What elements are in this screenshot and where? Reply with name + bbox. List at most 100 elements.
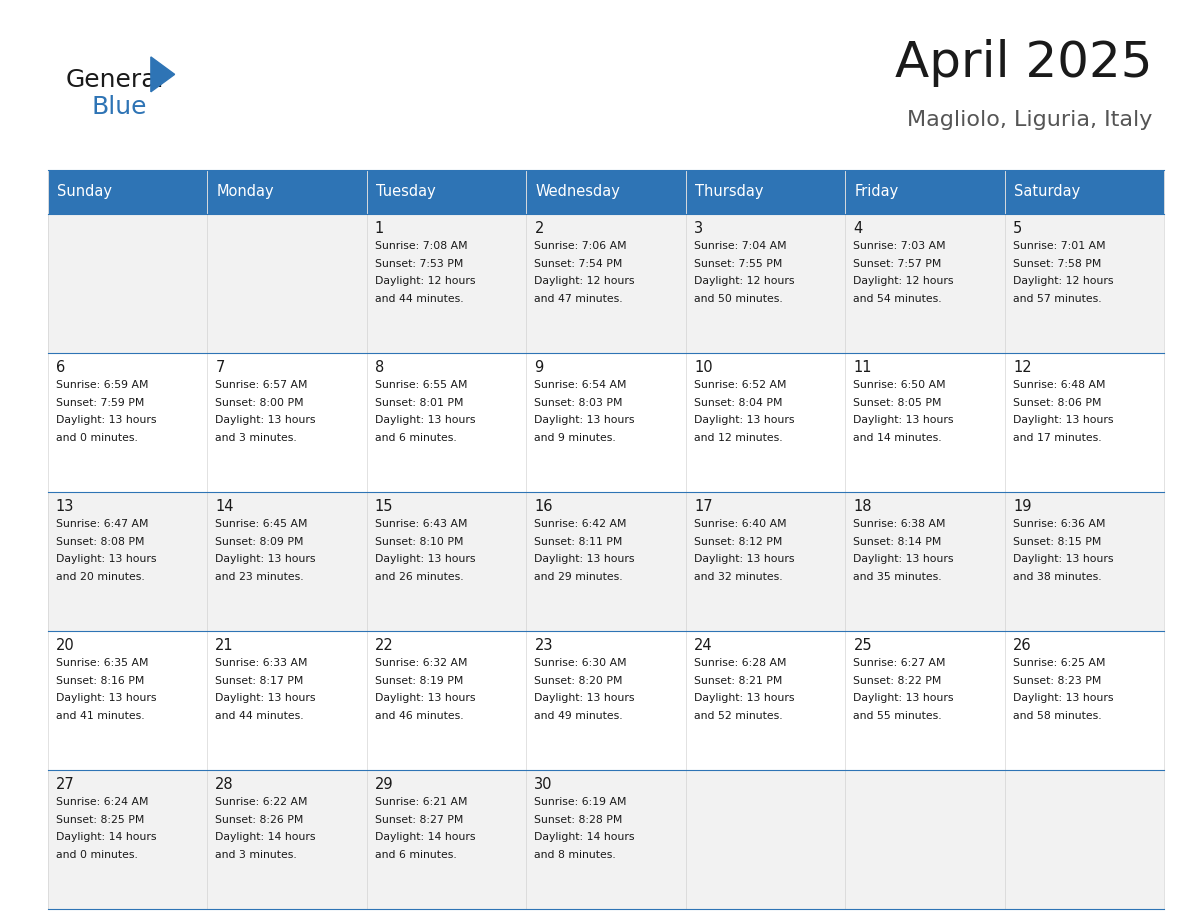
Text: Daylight: 12 hours: Daylight: 12 hours [853, 276, 954, 286]
Bar [526, 214, 685, 353]
Bar [845, 353, 1005, 492]
Text: and 50 minutes.: and 50 minutes. [694, 294, 783, 304]
Text: and 41 minutes.: and 41 minutes. [56, 711, 145, 721]
Text: Sunrise: 6:52 AM: Sunrise: 6:52 AM [694, 380, 786, 390]
Text: Friday: Friday [854, 185, 899, 199]
Text: 11: 11 [853, 360, 872, 375]
Text: Daylight: 13 hours: Daylight: 13 hours [56, 693, 157, 703]
Text: Sunrise: 6:22 AM: Sunrise: 6:22 AM [215, 798, 308, 807]
Text: Sunset: 8:20 PM: Sunset: 8:20 PM [535, 676, 623, 686]
Text: Sunrise: 7:01 AM: Sunrise: 7:01 AM [1013, 241, 1106, 252]
Bar [207, 214, 367, 353]
Bar [685, 492, 845, 631]
Text: 9: 9 [535, 360, 544, 375]
Text: Sunset: 8:11 PM: Sunset: 8:11 PM [535, 537, 623, 547]
Text: Sunrise: 6:50 AM: Sunrise: 6:50 AM [853, 380, 946, 390]
Text: Daylight: 14 hours: Daylight: 14 hours [215, 833, 316, 842]
Text: Sunset: 8:19 PM: Sunset: 8:19 PM [375, 676, 463, 686]
Bar [845, 770, 1005, 909]
Text: and 3 minutes.: and 3 minutes. [215, 850, 297, 859]
Text: 2: 2 [535, 221, 544, 236]
Bar [526, 631, 685, 770]
Text: Sunset: 8:09 PM: Sunset: 8:09 PM [215, 537, 304, 547]
Bar [1005, 631, 1164, 770]
Text: and 6 minutes.: and 6 minutes. [375, 432, 456, 442]
Text: Sunrise: 7:04 AM: Sunrise: 7:04 AM [694, 241, 786, 252]
Text: Daylight: 13 hours: Daylight: 13 hours [535, 554, 634, 565]
Text: Sunset: 8:05 PM: Sunset: 8:05 PM [853, 397, 942, 408]
Text: Sunrise: 6:38 AM: Sunrise: 6:38 AM [853, 520, 946, 530]
Text: Sunset: 7:57 PM: Sunset: 7:57 PM [853, 259, 942, 269]
Bar [1005, 170, 1164, 214]
Text: and 55 minutes.: and 55 minutes. [853, 711, 942, 721]
Bar [845, 492, 1005, 631]
Text: Sunrise: 7:03 AM: Sunrise: 7:03 AM [853, 241, 946, 252]
Text: Sunset: 8:26 PM: Sunset: 8:26 PM [215, 815, 304, 824]
Text: Daylight: 13 hours: Daylight: 13 hours [56, 415, 157, 425]
Text: and 47 minutes.: and 47 minutes. [535, 294, 623, 304]
Text: Sunset: 8:04 PM: Sunset: 8:04 PM [694, 397, 783, 408]
Bar [845, 631, 1005, 770]
Text: and 20 minutes.: and 20 minutes. [56, 572, 145, 582]
Text: and 6 minutes.: and 6 minutes. [375, 850, 456, 859]
Bar [367, 170, 526, 214]
Bar [1005, 492, 1164, 631]
Text: Tuesday: Tuesday [377, 185, 436, 199]
Text: and 12 minutes.: and 12 minutes. [694, 432, 783, 442]
Text: and 9 minutes.: and 9 minutes. [535, 432, 617, 442]
Text: Sunrise: 6:36 AM: Sunrise: 6:36 AM [1013, 520, 1106, 530]
Text: April 2025: April 2025 [895, 39, 1152, 87]
Text: Sunset: 8:08 PM: Sunset: 8:08 PM [56, 537, 144, 547]
Text: Sunset: 8:10 PM: Sunset: 8:10 PM [375, 537, 463, 547]
Text: and 49 minutes.: and 49 minutes. [535, 711, 623, 721]
Text: Daylight: 12 hours: Daylight: 12 hours [1013, 276, 1113, 286]
Text: Sunrise: 6:21 AM: Sunrise: 6:21 AM [375, 798, 467, 807]
Text: Sunset: 8:14 PM: Sunset: 8:14 PM [853, 537, 942, 547]
Text: Sunset: 8:28 PM: Sunset: 8:28 PM [535, 815, 623, 824]
Text: and 58 minutes.: and 58 minutes. [1013, 711, 1101, 721]
Text: Sunset: 8:22 PM: Sunset: 8:22 PM [853, 676, 942, 686]
Text: 25: 25 [853, 638, 872, 654]
Text: Sunset: 8:06 PM: Sunset: 8:06 PM [1013, 397, 1101, 408]
Text: Sunrise: 6:47 AM: Sunrise: 6:47 AM [56, 520, 148, 530]
Text: and 23 minutes.: and 23 minutes. [215, 572, 304, 582]
Text: Daylight: 13 hours: Daylight: 13 hours [535, 693, 634, 703]
Text: Sunrise: 6:30 AM: Sunrise: 6:30 AM [535, 658, 627, 668]
Text: Sunset: 8:25 PM: Sunset: 8:25 PM [56, 815, 144, 824]
Text: and 32 minutes.: and 32 minutes. [694, 572, 783, 582]
Text: Magliolo, Liguria, Italy: Magliolo, Liguria, Italy [906, 110, 1152, 130]
Bar [685, 170, 845, 214]
Bar [685, 353, 845, 492]
Bar [48, 170, 207, 214]
Text: and 57 minutes.: and 57 minutes. [1013, 294, 1101, 304]
Text: Saturday: Saturday [1015, 185, 1080, 199]
Text: Daylight: 13 hours: Daylight: 13 hours [215, 693, 316, 703]
Text: Sunrise: 6:45 AM: Sunrise: 6:45 AM [215, 520, 308, 530]
Text: Sunrise: 6:48 AM: Sunrise: 6:48 AM [1013, 380, 1106, 390]
Text: Daylight: 13 hours: Daylight: 13 hours [1013, 693, 1113, 703]
Text: and 8 minutes.: and 8 minutes. [535, 850, 617, 859]
Text: Daylight: 13 hours: Daylight: 13 hours [56, 554, 157, 565]
Bar [207, 353, 367, 492]
Bar [367, 492, 526, 631]
Text: Sunset: 8:15 PM: Sunset: 8:15 PM [1013, 537, 1101, 547]
Text: Sunset: 7:59 PM: Sunset: 7:59 PM [56, 397, 144, 408]
Bar [685, 631, 845, 770]
Text: Sunset: 7:58 PM: Sunset: 7:58 PM [1013, 259, 1101, 269]
Text: and 3 minutes.: and 3 minutes. [215, 432, 297, 442]
Text: Sunset: 8:21 PM: Sunset: 8:21 PM [694, 676, 783, 686]
Bar [48, 353, 207, 492]
Text: Sunrise: 7:06 AM: Sunrise: 7:06 AM [535, 241, 627, 252]
Bar [207, 631, 367, 770]
Text: and 46 minutes.: and 46 minutes. [375, 711, 463, 721]
Text: Blue: Blue [91, 95, 147, 119]
Text: 6: 6 [56, 360, 65, 375]
Bar [845, 170, 1005, 214]
Text: 5: 5 [1013, 221, 1023, 236]
Text: and 35 minutes.: and 35 minutes. [853, 572, 942, 582]
Bar [207, 770, 367, 909]
Text: Monday: Monday [216, 185, 274, 199]
Text: Daylight: 13 hours: Daylight: 13 hours [853, 554, 954, 565]
Text: 23: 23 [535, 638, 552, 654]
Text: and 44 minutes.: and 44 minutes. [375, 294, 463, 304]
